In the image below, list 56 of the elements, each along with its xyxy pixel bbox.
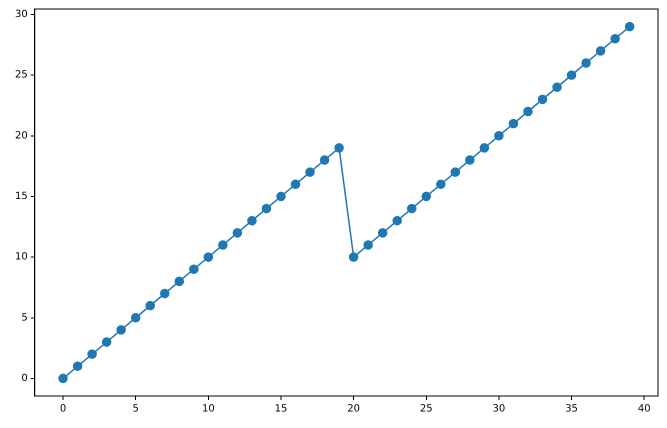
point: [596, 46, 606, 56]
point: [58, 374, 68, 384]
point: [262, 204, 272, 214]
point: [160, 288, 170, 298]
point: [145, 300, 155, 310]
point: [348, 252, 358, 262]
y-tick-label: 5: [21, 312, 28, 324]
point: [406, 204, 416, 214]
x-tick-label: 30: [492, 404, 506, 415]
point: [566, 70, 576, 80]
point: [130, 313, 140, 322]
point: [204, 252, 214, 262]
point: [508, 118, 518, 128]
point: [334, 143, 344, 153]
y-tick-label: 30: [14, 9, 28, 20]
x-tick-label: 0: [60, 404, 66, 415]
x-tick-label: 10: [202, 404, 215, 415]
point: [247, 216, 257, 226]
point: [174, 276, 184, 286]
point: [87, 349, 97, 359]
y-tick-label: 20: [14, 130, 28, 142]
point: [116, 325, 126, 335]
point: [480, 143, 490, 153]
point: [392, 216, 402, 226]
x-tick-label: 40: [638, 404, 651, 415]
point: [422, 192, 432, 202]
x-tick-label: 5: [132, 404, 139, 415]
point: [494, 131, 504, 141]
point: [363, 240, 373, 250]
point: [102, 337, 112, 347]
point: [538, 94, 548, 104]
point: [276, 192, 286, 202]
y-tick-label: 15: [14, 191, 28, 202]
point: [450, 167, 460, 177]
point: [624, 22, 634, 32]
point: [189, 264, 199, 274]
point: [218, 240, 228, 250]
x-tick-label: 20: [347, 404, 360, 415]
point: [378, 228, 388, 238]
x-tick-label: 35: [565, 404, 578, 415]
y-tick-label: 25: [14, 70, 28, 81]
point: [436, 180, 446, 190]
point: [581, 58, 591, 68]
point: [72, 362, 82, 372]
x-tick-label: 25: [420, 404, 433, 415]
point: [305, 167, 315, 177]
point: [552, 82, 562, 92]
point: [320, 155, 330, 165]
y-tick-label: 10: [14, 252, 28, 263]
point: [232, 228, 242, 238]
point: [523, 106, 533, 116]
y-tick-label: 0: [21, 373, 28, 384]
point: [465, 155, 475, 165]
point: [610, 34, 620, 44]
point: [290, 180, 300, 190]
x-tick-label: 15: [274, 404, 288, 415]
